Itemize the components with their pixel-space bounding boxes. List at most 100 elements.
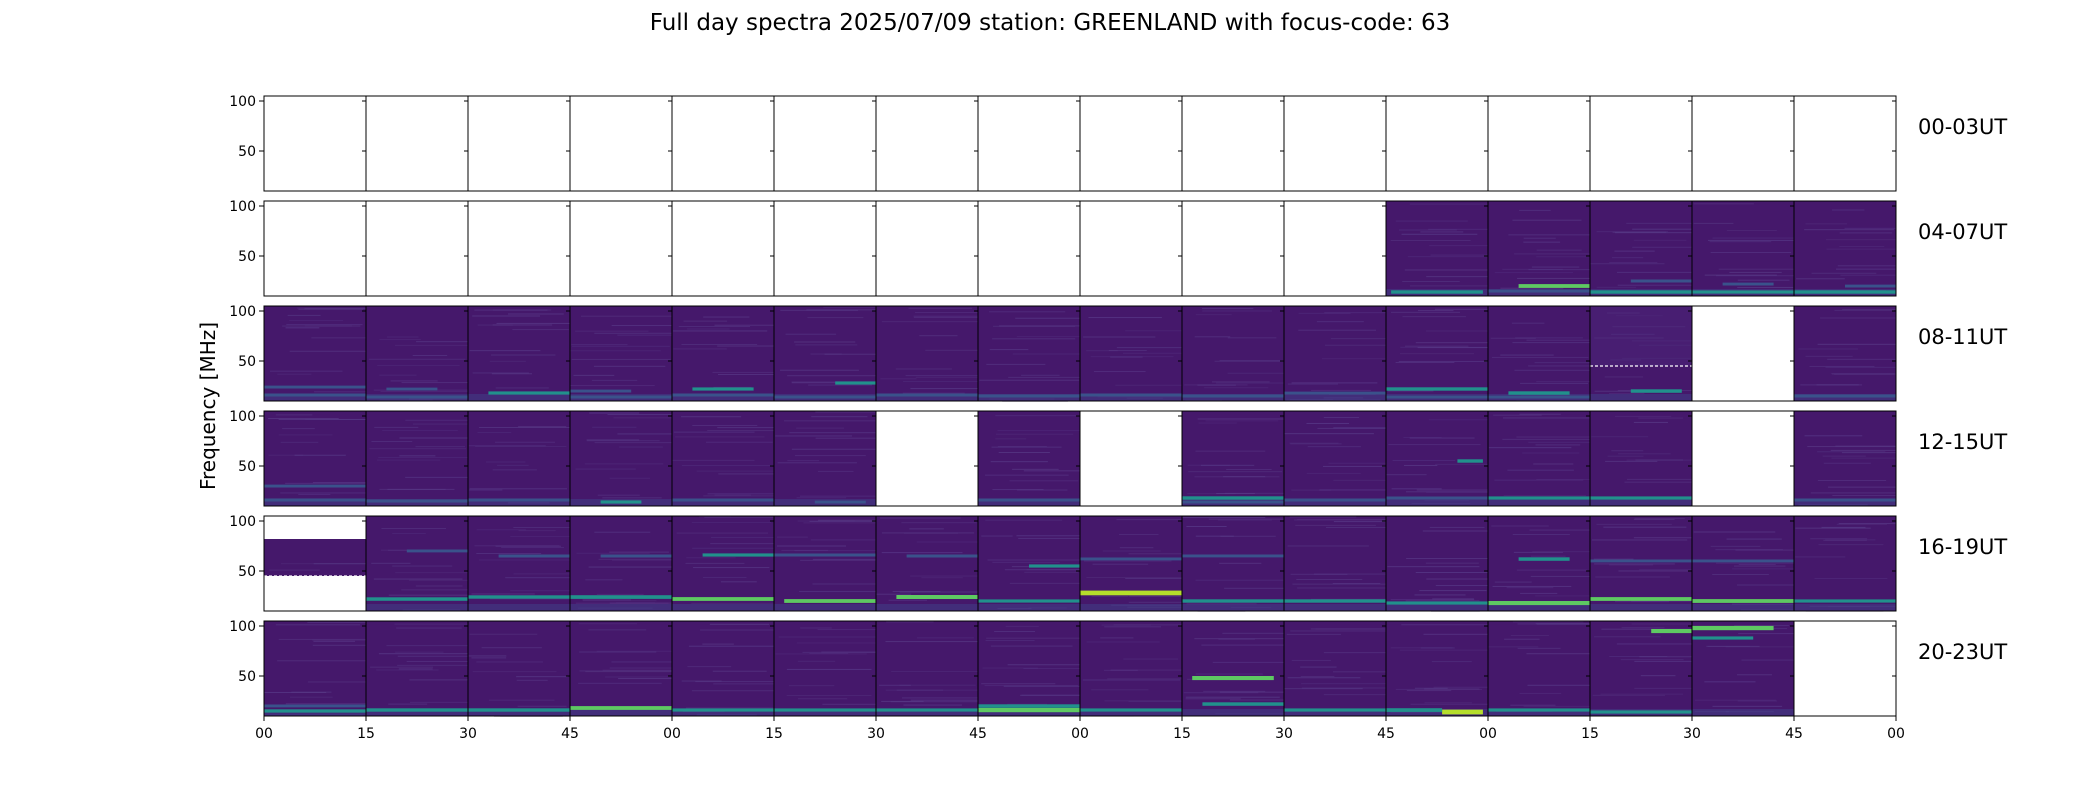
panel-empty: [672, 96, 774, 191]
y-tick-label: 100: [229, 514, 256, 530]
x-tick-label: 00: [1479, 726, 1497, 742]
spectrogram-panel: [1691, 200, 1795, 297]
spectral-band: [1692, 599, 1794, 603]
spectrogram-panel: [263, 200, 367, 297]
panel-data: [1488, 306, 1590, 401]
panel-empty: [1080, 201, 1182, 296]
spectrogram-panel: [1793, 200, 1897, 297]
panel-data: [366, 411, 468, 506]
spectral-band: [672, 498, 774, 502]
panel-empty: [1284, 96, 1386, 191]
spectral-band: [264, 385, 366, 389]
panel-empty: [1692, 96, 1794, 191]
spectral-band: [1182, 496, 1284, 500]
spectrogram-panel: [1385, 620, 1489, 717]
panel-data: [366, 306, 468, 401]
panel-frame: [1793, 200, 1897, 297]
spectral-band: [498, 554, 570, 558]
spectral-band: [1080, 590, 1182, 596]
x-tick-label: 15: [765, 726, 783, 742]
spectral-band: [1488, 601, 1590, 606]
panel-empty: [1080, 411, 1182, 506]
spectral-band: [264, 393, 366, 397]
panel-data: [1080, 621, 1182, 716]
spectrogram-panel: [1181, 515, 1285, 612]
spectral-band: [488, 391, 570, 395]
spectral-band: [1182, 394, 1284, 398]
panel-empty: [1590, 96, 1692, 191]
spectrogram-panel: [1181, 620, 1285, 717]
panel-empty: [264, 201, 366, 296]
spectrogram-panel: [1691, 515, 1795, 612]
spectral-band: [1692, 290, 1794, 294]
panel-data: [264, 539, 366, 576]
y-tick-label: 50: [238, 144, 256, 160]
spectral-band: [1202, 702, 1284, 706]
spectrogram-panel: [1589, 620, 1693, 717]
spectral-band: [1488, 395, 1590, 399]
spectral-band: [672, 393, 774, 397]
panel-data: [1284, 516, 1386, 611]
spectrogram-panel: [671, 620, 775, 717]
panel-data: [1692, 621, 1794, 716]
panel-empty: [570, 201, 672, 296]
panel-data: [672, 306, 774, 401]
y-tick-label: 50: [238, 459, 256, 475]
spectrogram-panel: [1487, 95, 1591, 192]
row-label: 20-23UT: [1918, 640, 2007, 664]
spectral-band: [1080, 557, 1182, 561]
y-axis-label: Frequency [MHz]: [196, 322, 220, 490]
spectrogram-panel: [875, 620, 979, 717]
spectrogram-panel: [467, 200, 571, 297]
panel-frame: [1793, 95, 1897, 192]
row-label: 04-07UT: [1918, 220, 2007, 244]
panel-data: [1692, 201, 1794, 296]
spectrogram-panel: [1589, 305, 1693, 402]
spectrogram-panel: [263, 95, 367, 192]
panel-frame: [1793, 410, 1897, 507]
spectrogram-panel: [1181, 200, 1285, 297]
spectrogram-panel: [1793, 95, 1897, 192]
spectrogram-panel: [569, 620, 673, 717]
y-tick-label: 50: [238, 564, 256, 580]
spectrogram-panel: [467, 305, 571, 402]
spectrogram-panel: [569, 200, 673, 297]
spectrogram-panel: [1079, 410, 1183, 507]
spectral-band: [1488, 496, 1590, 500]
spectrogram-panel: [263, 515, 367, 612]
panel-empty: [1488, 96, 1590, 191]
row-00-03UT: [263, 95, 1897, 192]
spectrogram-panel: [1589, 95, 1693, 192]
spectral-band: [1192, 676, 1274, 681]
y-tick-label: 50: [238, 354, 256, 370]
panel-empty: [1182, 201, 1284, 296]
spectral-band: [1630, 389, 1682, 393]
spectrogram-panel: [365, 305, 469, 402]
spectral-band: [366, 597, 468, 601]
spectrogram-panel: [1283, 305, 1387, 402]
spectrogram-panel: [1079, 305, 1183, 402]
x-tick-label: 15: [357, 726, 375, 742]
spectral-band: [784, 599, 876, 603]
panel-empty: [468, 96, 570, 191]
spectrogram-panel: [977, 620, 1081, 717]
spectral-band: [468, 595, 570, 599]
panel-empty: [1794, 96, 1896, 191]
spectral-band: [978, 394, 1080, 398]
spectral-band: [978, 707, 1080, 713]
spectrogram-panel: [263, 410, 367, 507]
spectral-band: [366, 499, 468, 503]
panel-data: [570, 306, 672, 401]
spectrogram-panel: [1691, 305, 1795, 402]
spectrogram-panel: [1487, 410, 1591, 507]
spectral-band: [774, 708, 876, 712]
row-label: 12-15UT: [1918, 430, 2007, 454]
row-label: 16-19UT: [1918, 535, 2007, 559]
panel-data: [1488, 201, 1590, 296]
spectrogram-panel: [569, 305, 673, 402]
panel-data: [570, 411, 672, 506]
panel-data: [1182, 411, 1284, 506]
spectrogram-panel: [365, 515, 469, 612]
spectral-band: [702, 553, 774, 557]
spectrogram-panel: [773, 620, 877, 717]
